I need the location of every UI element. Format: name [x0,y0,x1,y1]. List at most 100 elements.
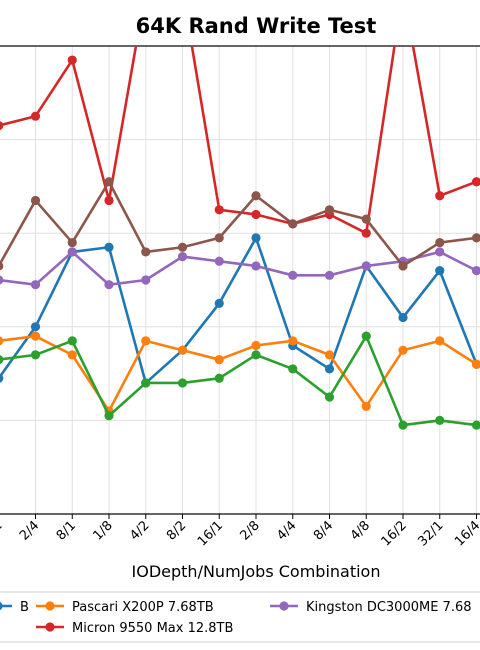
data-point [324,364,335,374]
x-tick-label: 8/4 [311,518,336,543]
x-tick-label: 32/1 [415,518,446,549]
data-point [398,261,408,271]
data-point [214,354,224,365]
data-point [251,209,261,220]
data-point [177,242,188,252]
legend: B Pascari X200P 7.68TB Kingston DC3000ME 7… [0,591,480,643]
data-point [324,350,335,360]
data-point [251,233,261,243]
x-tick-label: 16/4 [452,518,480,549]
data-point [141,275,151,285]
x-tick-label: 2/4 [17,518,42,543]
data-point [177,378,188,388]
data-point [214,298,224,308]
data-point [361,401,371,411]
data-point [251,191,261,201]
data-point [471,420,480,430]
data-point [67,247,77,257]
legend-label: B [20,600,29,615]
series-2 [0,331,480,430]
data-point [67,350,77,360]
x-tick-label: 8/1 [54,518,79,543]
data-point [435,266,445,276]
data-point [104,411,114,421]
data-point [104,242,114,252]
data-point [104,280,114,290]
series-5 [0,177,480,271]
x-tick-label: 2/2 [0,518,6,543]
x-axis-label: IODepth/NumJobs Combination [132,562,381,581]
data-point [471,177,480,187]
data-point [471,359,480,369]
legend-marker [0,601,3,611]
data-point [324,392,335,402]
x-tick-labels: 1/22/22/48/11/84/28/216/12/84/48/44/816/… [0,514,480,549]
legend-entry: Pascari X200P 7.68TB [36,600,214,615]
data-point [435,415,445,425]
x-tick-label: 8/2 [164,518,189,543]
data-point [0,336,4,346]
data-point [67,237,77,248]
legend-entry: B [0,600,29,615]
x-tick-label: 2/8 [237,518,262,543]
data-point [0,355,4,364]
x-tick-label: 4/4 [274,518,299,543]
data-point [0,373,4,383]
x-tick-label: 1/8 [90,518,115,543]
data-point [361,214,371,224]
data-point [141,336,151,346]
legend-entry: Micron 9550 Max 12.8TB [36,621,233,636]
data-point [104,177,114,187]
data-point [288,364,298,374]
legend-label: Pascari X200P 7.68TB [72,600,214,615]
data-point [30,350,41,360]
legend-box [0,591,480,643]
chart-title: 64K Rand Write Test [136,14,377,38]
data-point [398,345,408,355]
data-point [67,55,77,65]
data-point [324,270,335,280]
data-point [214,233,224,243]
data-point [361,261,371,271]
plot-frame [0,45,480,515]
data-point [251,350,261,360]
data-point [0,275,4,285]
legend-marker [279,601,289,611]
data-point [471,266,480,276]
x-tick-label: 16/1 [195,518,226,549]
data-point [30,331,41,341]
data-point [214,373,224,383]
data-point [288,270,298,280]
data-point [398,312,408,323]
data-point [435,336,445,346]
data-point [30,195,41,206]
data-point [177,345,188,355]
data-point [251,261,261,271]
data-point [0,121,4,130]
data-point [141,378,151,388]
legend-marker [45,601,55,611]
data-point [0,261,4,271]
data-point [361,228,371,238]
data-point [67,336,77,346]
data-point [435,191,445,201]
data-point [251,340,261,351]
data-point [435,247,445,257]
data-point [104,195,114,206]
data-point [177,252,188,262]
data-point [435,237,445,248]
data-point [30,322,41,332]
data-point [324,205,335,215]
data-point [288,219,298,229]
legend-marker [45,622,55,632]
data-point [288,336,298,346]
data-point [30,111,41,121]
data-point [214,256,224,266]
legend-entry: Kingston DC3000ME 7.68 [270,600,472,615]
data-point [214,205,224,215]
legend-label: Kingston DC3000ME 7.68 [306,600,472,615]
data-point [361,331,371,341]
x-tick-label: 4/8 [348,518,373,543]
legend-label: Micron 9550 Max 12.8TB [72,621,233,636]
